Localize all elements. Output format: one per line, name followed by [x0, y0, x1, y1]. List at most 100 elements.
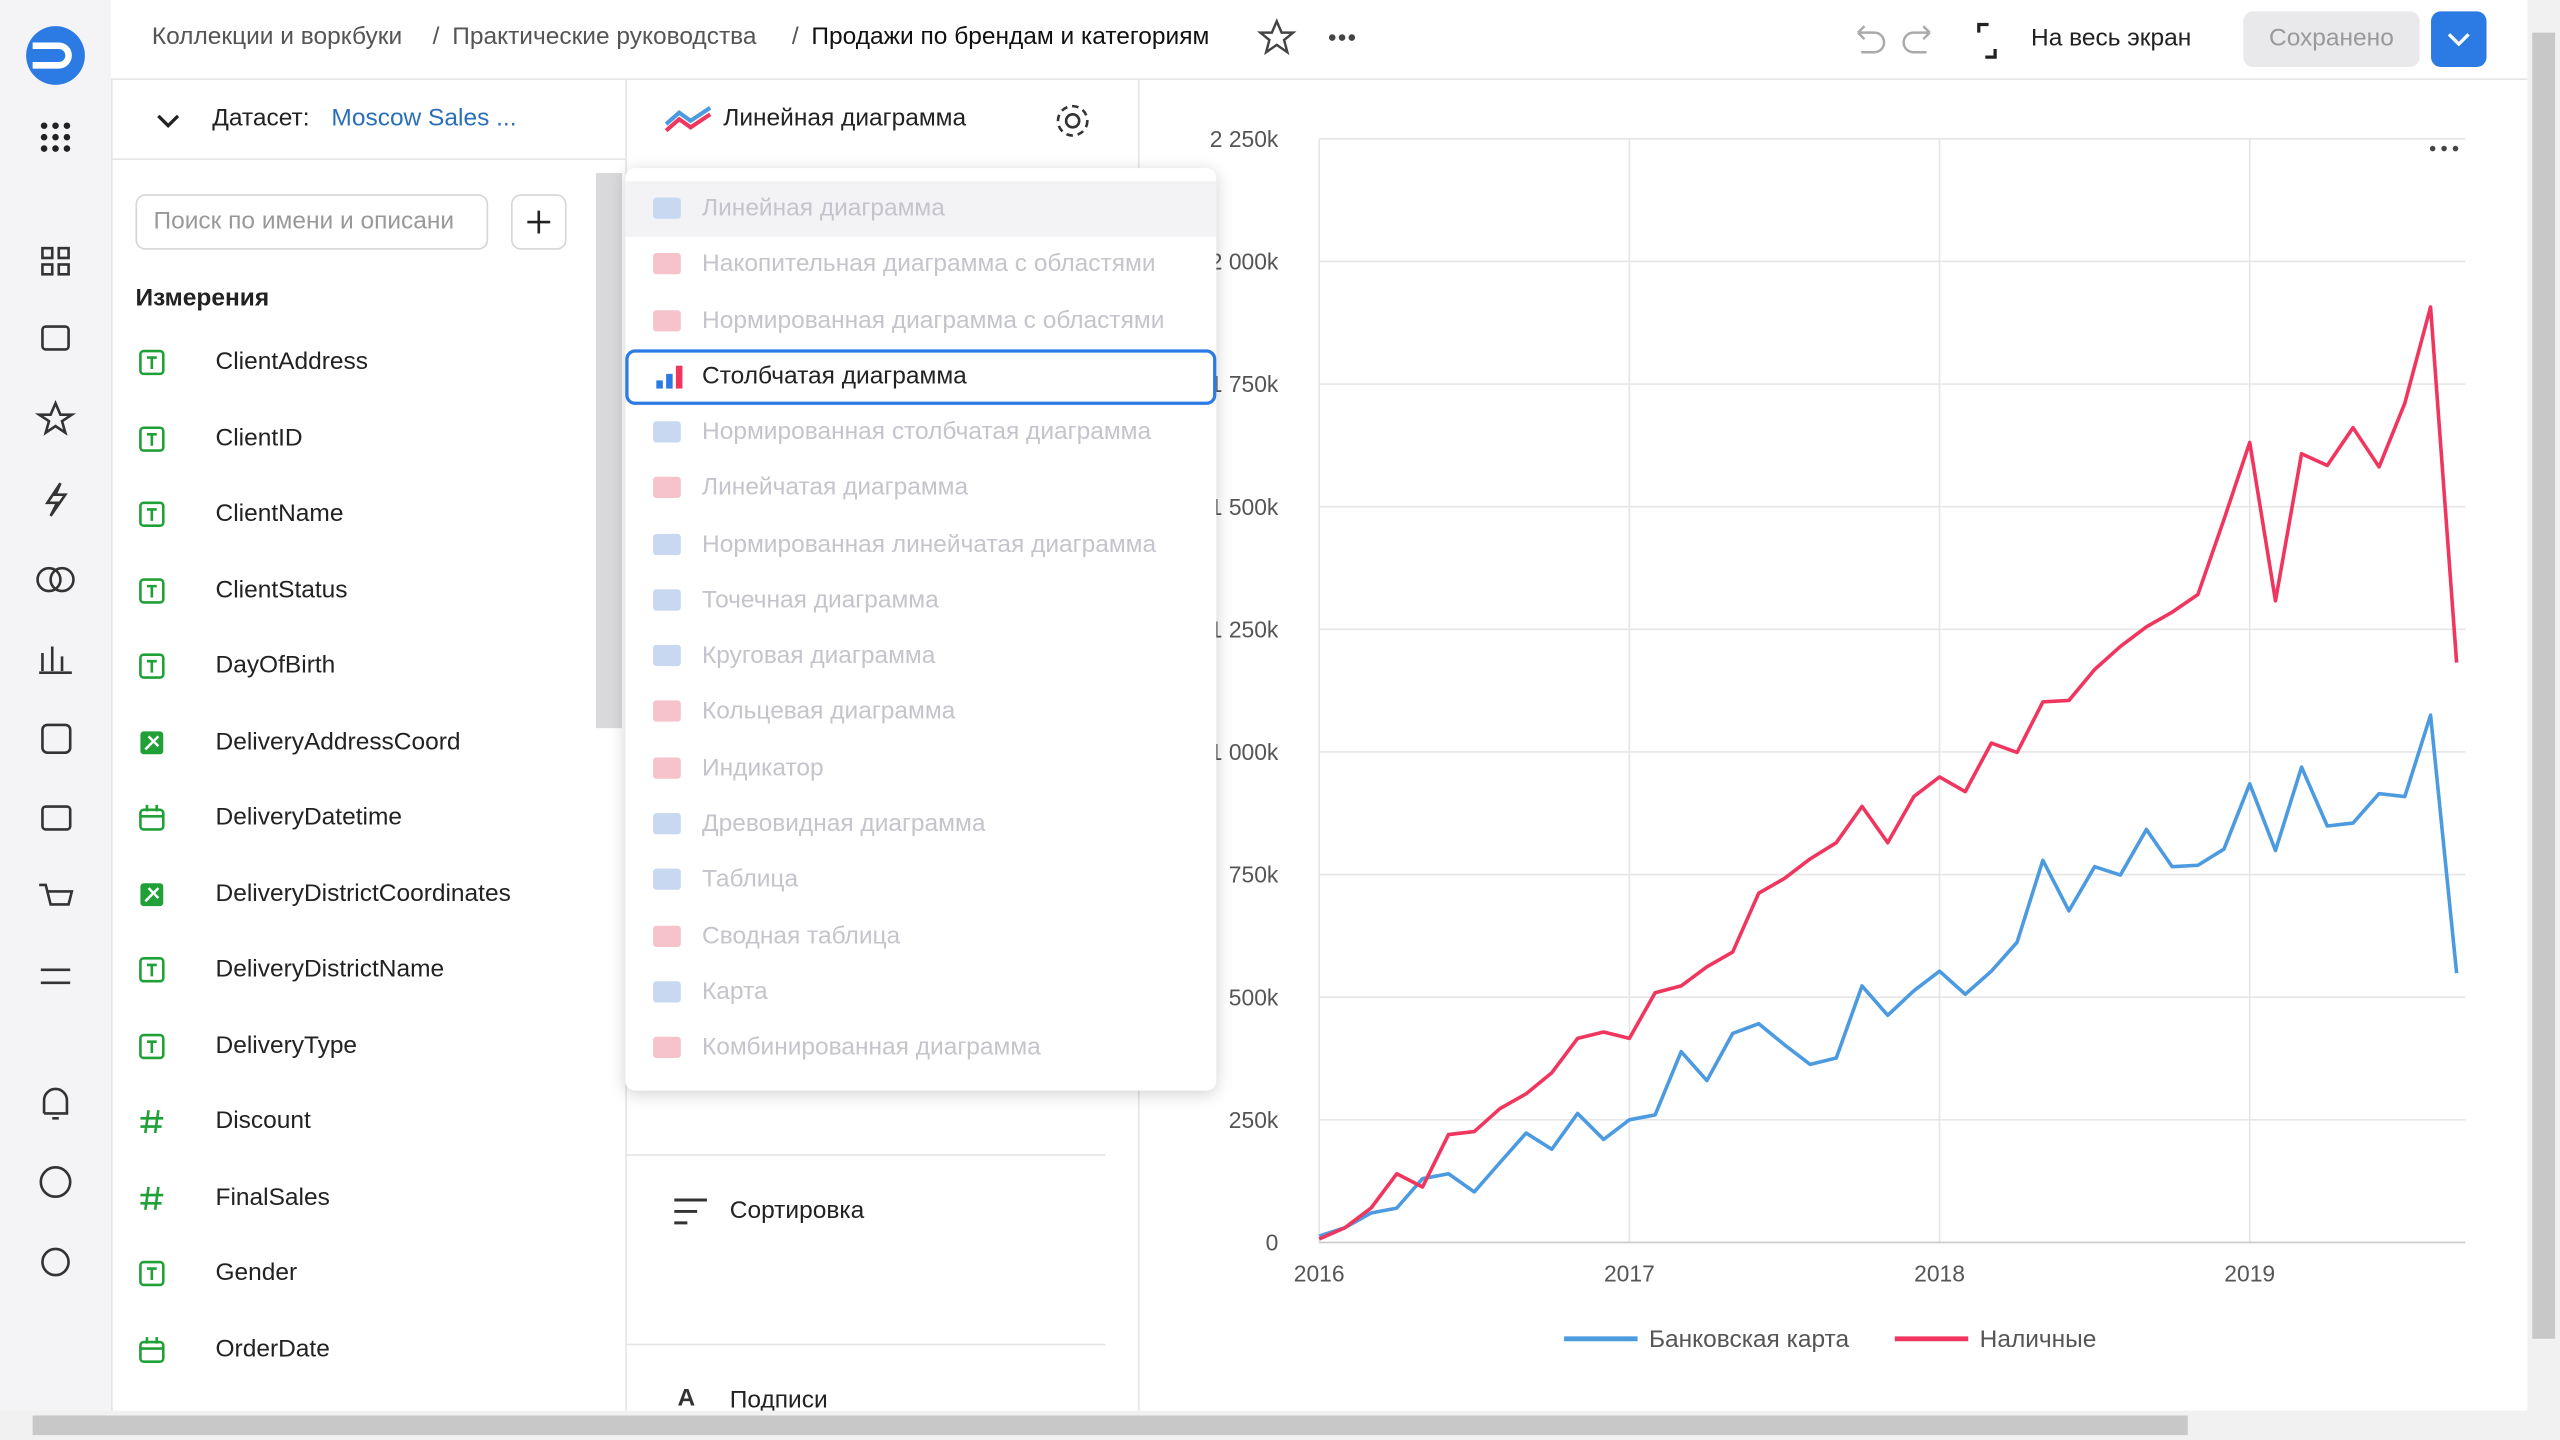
- menu-item-icon: [653, 589, 681, 611]
- menu-item[interactable]: Нормированная диаграмма с областями: [625, 293, 1216, 349]
- icon-shape: [653, 757, 681, 779]
- breadcrumb[interactable]: Коллекции и воркбуки: [151, 22, 403, 51]
- menu-item[interactable]: Линейчатая диаграмма: [625, 461, 1216, 517]
- nav-datasets[interactable]: [36, 566, 75, 593]
- save-options-button[interactable]: [2431, 11, 2487, 67]
- icon-glyph: [146, 963, 157, 977]
- field-type-icon: [139, 1336, 165, 1363]
- field-item[interactable]: ClientName: [136, 498, 593, 531]
- nav-notifications[interactable]: [42, 1087, 69, 1120]
- icon-shape: [653, 197, 681, 219]
- menu-item[interactable]: Круговая диаграмма: [625, 629, 1216, 685]
- icon-bar: [675, 365, 683, 389]
- nav-dashboards[interactable]: [41, 246, 70, 276]
- add-field-button[interactable]: [511, 194, 567, 250]
- menu-item[interactable]: Нормированная линейчатая диаграмма: [625, 517, 1216, 573]
- nav-cart[interactable]: [39, 883, 74, 906]
- nav-help[interactable]: [39, 1166, 72, 1199]
- scrollbar-thumb[interactable]: [2532, 32, 2556, 1339]
- field-item[interactable]: Discount: [136, 1105, 593, 1138]
- menu-item[interactable]: Кольцевая диаграмма: [625, 685, 1216, 741]
- menu-item-label: Точечная диаграмма: [702, 585, 939, 614]
- vertical-scrollbar[interactable]: [2527, 0, 2560, 1411]
- nav-reports[interactable]: [41, 723, 72, 754]
- field-item[interactable]: ClientStatus: [136, 574, 593, 607]
- field-type-icon: [139, 577, 165, 603]
- nav-charts[interactable]: [39, 646, 72, 674]
- field-item[interactable]: OrderDate: [136, 1333, 593, 1366]
- field-item[interactable]: ClientAddress: [136, 346, 593, 379]
- divider: [625, 1343, 1106, 1346]
- field-type-icon: [139, 653, 165, 679]
- field-name: Gender: [215, 1258, 298, 1287]
- more-button[interactable]: [1328, 34, 1356, 41]
- x-tick-label: 2016: [1294, 1261, 1345, 1287]
- menu-item[interactable]: Комбинированная диаграмма: [625, 1020, 1216, 1076]
- nav-settings[interactable]: [41, 1247, 70, 1277]
- nav-icons: [26, 26, 85, 1277]
- fullscreen-button[interactable]: На весь экран: [2031, 24, 2192, 53]
- nav-folder[interactable]: [41, 805, 72, 831]
- menu-item[interactable]: Столбчатая диаграмма: [625, 349, 1217, 405]
- section-sort[interactable]: Сортировка: [729, 1196, 865, 1225]
- icon-shape: [653, 1036, 681, 1059]
- search-input[interactable]: Поиск по имени и описани: [135, 194, 489, 250]
- fullscreen-icon[interactable]: [1977, 22, 1997, 59]
- y-tick-label: 1 250k: [1210, 616, 1279, 642]
- field-name: ClientStatus: [215, 575, 348, 604]
- chart-menu-button[interactable]: [2429, 145, 2459, 152]
- field-name: FinalSales: [215, 1182, 330, 1211]
- title-actions: [1256, 18, 1356, 56]
- horizontal-scrollbar[interactable]: [0, 1410, 2560, 1440]
- menu-item[interactable]: Древовидная диаграмма: [625, 797, 1216, 853]
- menu-item[interactable]: Точечная диаграмма: [625, 573, 1216, 629]
- y-tick-label: 250k: [1229, 1107, 1279, 1133]
- icon-frame: [139, 349, 165, 376]
- field-item[interactable]: FinalSales: [136, 1181, 593, 1214]
- menu-item-icon: [653, 533, 681, 555]
- field-item[interactable]: DeliveryAddressCoord: [136, 726, 593, 759]
- settings-gear[interactable]: [1053, 101, 1092, 140]
- field-item[interactable]: Gender: [136, 1257, 593, 1290]
- apps-icon[interactable]: [40, 122, 71, 152]
- dataset-name[interactable]: Moscow Sales ...: [331, 104, 517, 133]
- undo-button[interactable]: [1857, 25, 1886, 54]
- y-tick-label: 1 000k: [1210, 739, 1279, 765]
- nav-favorites[interactable]: [34, 399, 77, 436]
- section-labels[interactable]: Подписи: [729, 1386, 828, 1414]
- menu-item[interactable]: Нормированная столбчатая диаграмма: [625, 405, 1216, 461]
- selected-visualization[interactable]: Линейная диаграмма: [723, 104, 967, 133]
- legend-label[interactable]: Банковская карта: [1649, 1326, 1849, 1353]
- favorite-star[interactable]: [1256, 18, 1297, 56]
- field-item[interactable]: DeliveryDatetime: [136, 802, 593, 835]
- field-item[interactable]: DayOfBirth: [136, 650, 593, 683]
- save-button[interactable]: Сохранено: [2243, 11, 2420, 67]
- scrollbar-thumb[interactable]: [595, 173, 623, 729]
- menu-item[interactable]: Карта: [625, 965, 1216, 1021]
- menu-item[interactable]: Индикатор: [625, 741, 1216, 797]
- scrollbar-thumb[interactable]: [32, 1415, 2188, 1436]
- nav-settings-sliders[interactable]: [40, 968, 71, 985]
- menu-item-icon: [653, 309, 681, 331]
- nav-collections[interactable]: [41, 325, 70, 351]
- field-item[interactable]: DeliveryDistrictCoordinates: [136, 878, 593, 911]
- legend-label[interactable]: Наличные: [1980, 1326, 2097, 1353]
- menu-item[interactable]: Накопительная диаграмма с областями: [625, 237, 1216, 293]
- icon-frame: [139, 425, 165, 452]
- breadcrumb[interactable]: Практические руководства: [452, 22, 757, 51]
- menu-item[interactable]: Линейная диаграмма: [625, 181, 1217, 237]
- nav-connections[interactable]: [44, 482, 68, 517]
- menu-item[interactable]: Сводная таблица: [625, 909, 1216, 965]
- collapse-icon[interactable]: [152, 104, 185, 137]
- redo-button[interactable]: [1902, 25, 1931, 54]
- menu-item[interactable]: Таблица: [625, 853, 1216, 909]
- y-tick-label: 2 250k: [1210, 126, 1279, 152]
- icon-glyph: [146, 508, 157, 521]
- logo-mark: [32, 42, 72, 69]
- field-item[interactable]: DeliveryDistrictName: [136, 953, 593, 986]
- icon-glyph: [146, 432, 157, 445]
- field-item[interactable]: ClientID: [136, 422, 593, 455]
- logo[interactable]: [26, 26, 85, 85]
- field-name: OrderDate: [215, 1334, 330, 1363]
- field-item[interactable]: DeliveryType: [136, 1029, 593, 1062]
